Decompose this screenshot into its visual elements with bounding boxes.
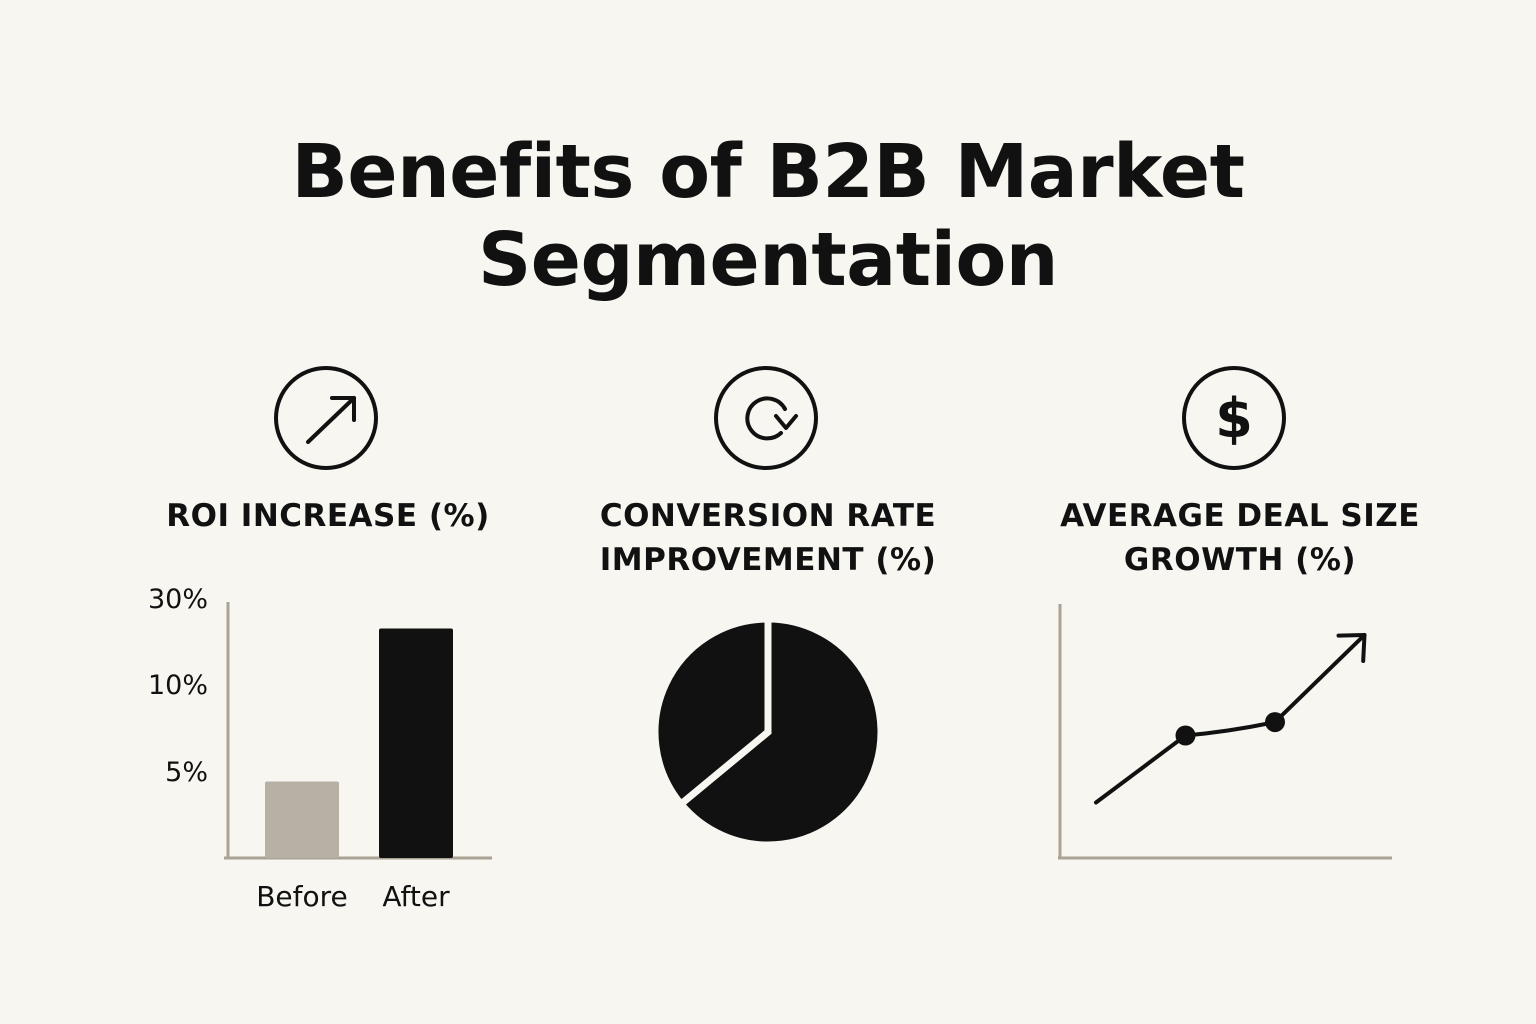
arrow-up-right-icon	[274, 366, 378, 470]
deal-size-line-chart	[1058, 604, 1392, 860]
conversion-title: CONVERSION RATE IMPROVEMENT (%)	[538, 494, 998, 582]
roi-title-line-1: ROI INCREASE (%)	[166, 498, 490, 534]
dollar-icon: $	[1182, 366, 1286, 470]
page-title: Benefits of B2B Market Segmentation	[0, 128, 1536, 304]
svg-text:$: $	[1215, 387, 1253, 450]
series-line	[1094, 633, 1367, 805]
conversion-title-line-2: IMPROVEMENT (%)	[599, 542, 937, 578]
pie-slice-1	[675, 615, 885, 849]
bar-after	[379, 628, 453, 858]
title-line-2: Segmentation	[477, 217, 1059, 303]
roi-bar-chart: 30% 10% 5% Before After	[148, 584, 492, 913]
deal-size-title: AVERAGE DEAL SIZE GROWTH (%)	[1010, 494, 1470, 582]
deal-size-title-line-2: GROWTH (%)	[1123, 542, 1357, 578]
conversion-title-line-1: CONVERSION RATE	[599, 498, 937, 534]
y-tick-label: 5%	[165, 757, 208, 788]
roi-title: ROI INCREASE (%)	[98, 494, 558, 538]
deal-size-title-line-1: AVERAGE DEAL SIZE	[1060, 498, 1420, 534]
y-tick-label: 10%	[148, 670, 208, 701]
trend-arrow-head	[1336, 633, 1367, 663]
x-tick-label: Before	[256, 880, 348, 913]
data-point	[1265, 712, 1285, 733]
refresh-icon	[714, 366, 818, 470]
y-tick-label: 30%	[148, 584, 208, 615]
title-line-1: Benefits of B2B Market	[291, 129, 1245, 215]
pie-slice-2	[651, 615, 772, 809]
bar-before	[265, 781, 339, 858]
x-tick-label: After	[382, 880, 450, 913]
conversion-pie-chart	[651, 615, 885, 849]
data-point	[1175, 725, 1196, 746]
